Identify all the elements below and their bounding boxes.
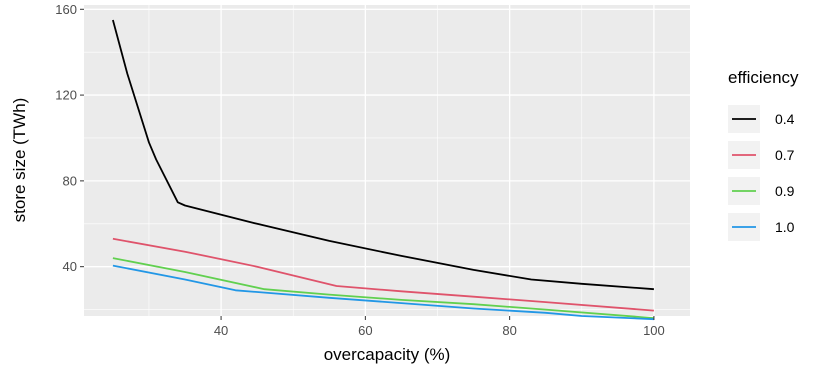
series-line-0.4 xyxy=(112,19,654,291)
legend-title: efficiency xyxy=(728,68,799,87)
x-tick-label: 40 xyxy=(214,323,228,338)
legend-label: 0.7 xyxy=(775,147,795,163)
panel-background xyxy=(84,5,690,316)
x-axis-title: overcapacity (%) xyxy=(324,345,451,364)
y-axis-title: store size (TWh) xyxy=(10,98,29,223)
series-line-1.0 xyxy=(112,264,654,321)
y-tick-label: 40 xyxy=(63,259,77,274)
major-gridlines xyxy=(84,5,690,316)
minor-gridlines xyxy=(84,5,690,316)
y-tick-label: 80 xyxy=(63,173,77,188)
legend: efficiency 0.4 0.7 0.9 1.0 xyxy=(728,68,799,241)
series-line-0.9 xyxy=(112,257,654,319)
legend-label: 0.9 xyxy=(775,183,795,199)
x-tick-label: 60 xyxy=(358,323,372,338)
legend-label: 0.4 xyxy=(775,111,795,127)
legend-label: 1.0 xyxy=(775,219,795,235)
x-tick-label: 100 xyxy=(643,323,665,338)
y-tick-label: 160 xyxy=(55,2,77,17)
x-axis-ticks: 40 60 80 100 xyxy=(214,316,665,338)
series-line-0.7 xyxy=(112,237,654,312)
y-tick-label: 120 xyxy=(55,88,77,103)
x-tick-label: 80 xyxy=(502,323,516,338)
series-lines xyxy=(112,19,654,321)
y-axis-ticks: 40 80 120 160 xyxy=(55,2,84,274)
